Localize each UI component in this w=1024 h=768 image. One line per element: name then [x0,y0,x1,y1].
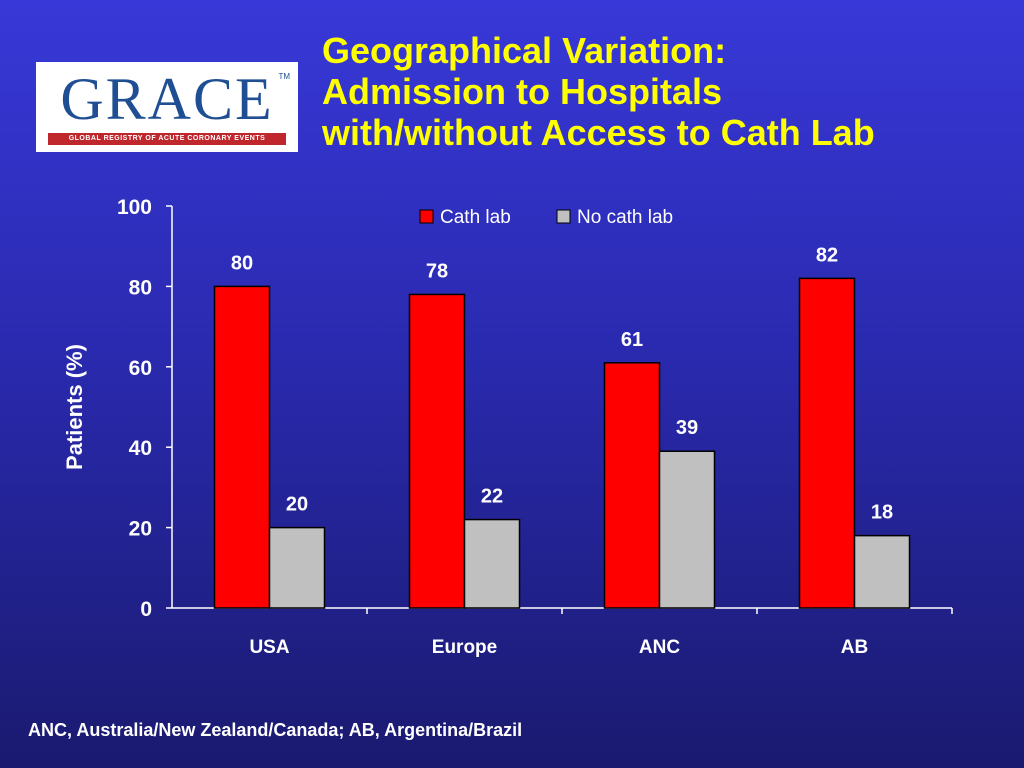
title-line-2: Admission to Hospitals [322,71,723,112]
slide-title: Geographical Variation: Admission to Hos… [322,30,1012,153]
y-tick-label: 100 [117,196,152,219]
bar-value-label: 61 [621,329,643,351]
legend-label: Cath lab [440,207,511,228]
bar-value-label: 80 [231,252,253,274]
bar [463,518,521,609]
bar [853,534,911,609]
y-tick-label: 80 [129,276,152,299]
x-category-label: Europe [432,637,497,658]
title-line-3: with/without Access to Cath Lab [322,112,875,153]
y-tick-label: 60 [129,357,152,380]
legend-swatch [556,209,571,224]
grace-logo: GRACE TM GLOBAL REGISTRY OF ACUTE CORONA… [36,62,298,152]
bar-value-label: 39 [676,417,698,439]
y-tick-label: 20 [129,518,152,541]
bar [658,450,716,609]
bar [268,526,326,609]
x-category-label: AB [841,637,868,658]
y-tick-label: 0 [140,598,152,621]
bar [408,293,466,609]
logo-text: GRACE [60,66,274,132]
bar-chart: 0 20 40 60 80 100 Patients (%) 80 20 USA 78 22 Europ… [62,196,911,658]
bar-value-label: 20 [286,494,308,516]
bar [603,362,661,609]
legend-swatch [419,209,434,224]
bar-value-label: 82 [816,244,838,266]
bar-value-label: 78 [426,260,448,282]
bar [213,285,271,609]
x-category-label: ANC [639,637,680,658]
logo-trademark: TM [278,72,290,81]
bar [798,277,856,609]
x-category-label: USA [249,637,289,658]
title-line-1: Geographical Variation: [322,30,727,71]
y-axis-label: Patients (%) [62,344,87,470]
footnote: ANC, Australia/New Zealand/Canada; AB, A… [28,720,523,740]
bar-value-label: 22 [481,486,503,508]
y-tick-label: 40 [129,437,152,460]
legend-label: No cath lab [577,207,673,228]
logo-tagline: GLOBAL REGISTRY OF ACUTE CORONARY EVENTS [48,133,286,145]
bar-value-label: 18 [871,502,893,524]
